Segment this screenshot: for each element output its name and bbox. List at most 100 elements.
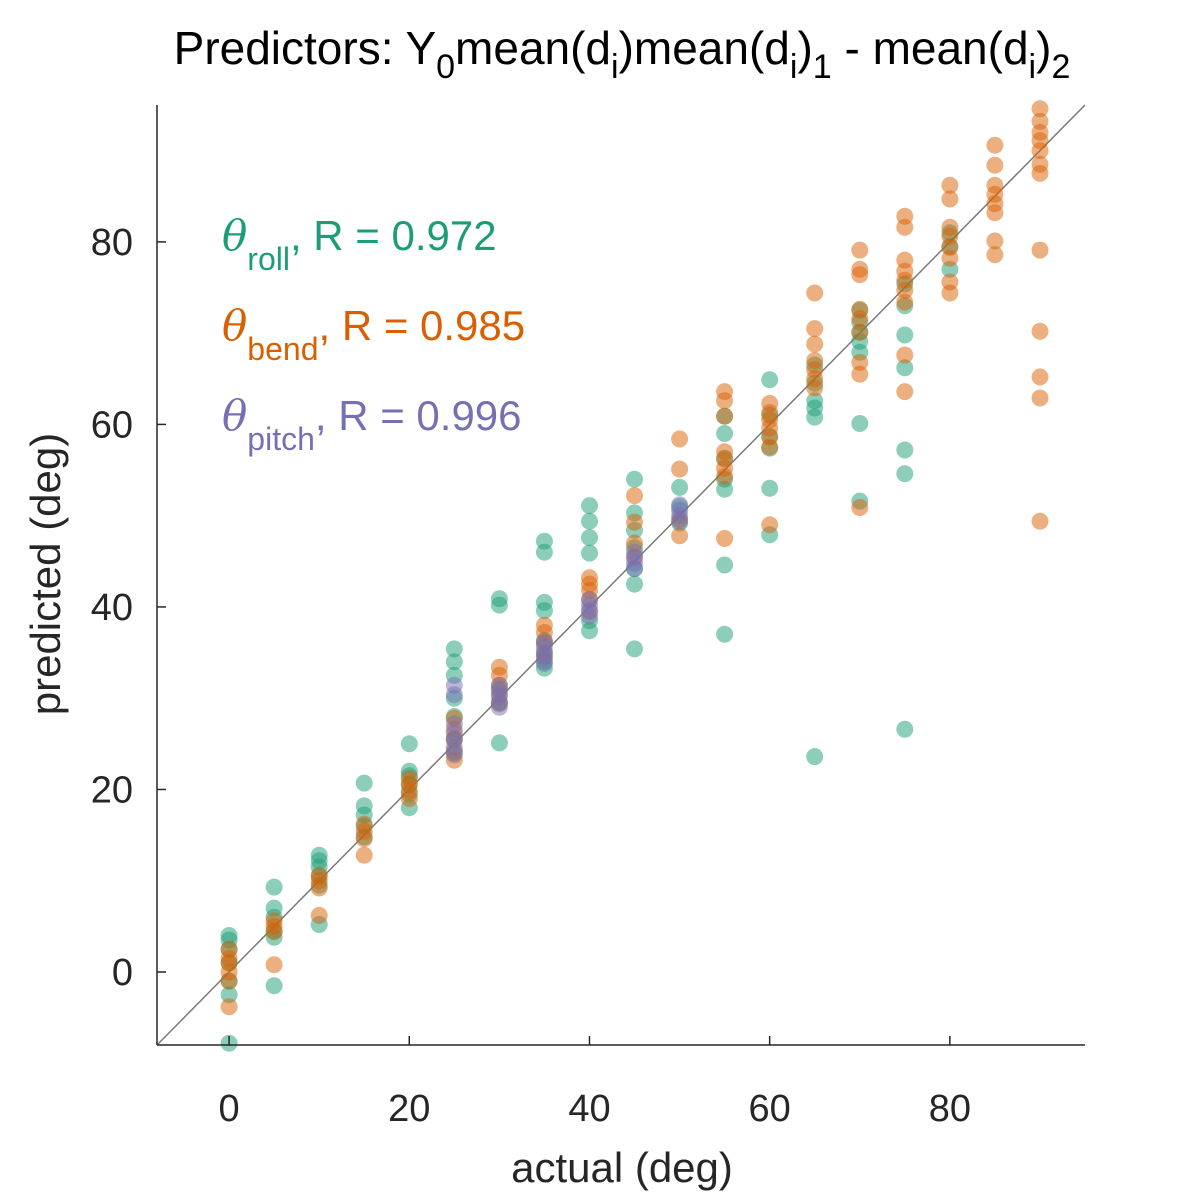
data-point-bend	[851, 260, 869, 278]
plot-area: 0 20 40 60 80 0 20 40 60 80	[91, 100, 1086, 1130]
data-point-roll	[761, 371, 779, 389]
data-point-bend	[265, 956, 283, 974]
data-point-bend	[626, 487, 643, 505]
legend-symbol: θ	[222, 301, 247, 350]
x-tick-label: 0	[219, 1088, 240, 1130]
y-tick-label: 0	[112, 952, 133, 994]
legend-entry-pitch: θpitch, R = 0.996	[222, 391, 522, 457]
data-point-roll	[716, 625, 734, 643]
y-axis-ticks: 0 20 40 60 80	[91, 222, 166, 994]
data-point-bend	[941, 273, 959, 291]
data-point-bend	[716, 530, 734, 547]
data-point-bend	[626, 513, 643, 531]
x-tick-label: 20	[388, 1088, 430, 1130]
chart-title-part: )	[1036, 22, 1051, 74]
data-point-bend	[671, 460, 689, 478]
data-point-bend	[671, 430, 689, 448]
data-point-bend	[1031, 155, 1049, 173]
data-point-bend	[851, 499, 869, 516]
data-point-bend	[986, 136, 1004, 154]
data-point-pitch	[626, 543, 643, 561]
data-point-bend	[986, 156, 1004, 174]
x-tick-label: 40	[568, 1088, 610, 1130]
data-point-roll	[265, 878, 283, 896]
data-point-roll	[355, 797, 373, 815]
data-point-bend	[220, 998, 238, 1016]
data-point-bend	[896, 293, 914, 311]
data-point-bend	[761, 516, 779, 534]
data-point-roll	[716, 556, 734, 574]
data-point-bend	[310, 906, 328, 924]
chart-title-part: )	[797, 22, 812, 74]
legend-subscript: bend	[247, 331, 318, 367]
data-point-bend	[716, 383, 734, 401]
data-point-roll	[581, 529, 598, 547]
data-point-roll	[896, 465, 914, 483]
data-point-bend	[851, 300, 869, 318]
legend-stat: , R = 0.985	[318, 302, 525, 349]
data-point-roll	[581, 512, 598, 530]
legend-stat: , R = 0.972	[290, 212, 497, 259]
y-tick-label: 60	[91, 404, 133, 446]
chart-title-part: Predictors: Y	[174, 22, 436, 74]
data-point-bend	[1031, 322, 1049, 340]
legend-entry-bend: θbend, R = 0.985	[222, 301, 525, 367]
data-point-pitch	[490, 676, 508, 694]
data-point-roll	[626, 575, 643, 593]
chart-title-part: 0	[436, 48, 455, 86]
data-point-bend	[581, 569, 598, 587]
data-point-roll	[355, 774, 373, 792]
data-point-bend	[671, 527, 689, 545]
data-point-bend	[1031, 368, 1049, 386]
data-point-roll	[806, 748, 824, 766]
data-point-bend	[806, 335, 824, 353]
legend-subscript: pitch	[247, 421, 315, 457]
data-point-bend	[490, 658, 508, 676]
data-point-bend	[716, 443, 734, 461]
data-point-bend	[806, 320, 824, 338]
data-point-bend	[941, 176, 959, 194]
data-point-roll	[445, 653, 463, 671]
data-point-roll	[400, 735, 418, 753]
chart-title-part: 1	[813, 48, 832, 86]
legend-symbol: θ	[222, 391, 247, 440]
data-point-roll	[806, 392, 824, 410]
x-axis-ticks: 0 20 40 60 80	[219, 1036, 971, 1130]
data-point-bend	[761, 394, 779, 412]
data-point-bend	[806, 284, 824, 302]
x-tick-label: 80	[929, 1088, 971, 1130]
data-point-roll	[445, 640, 463, 658]
data-point-bend	[896, 207, 914, 225]
data-point-roll	[490, 734, 508, 752]
y-tick-label: 40	[91, 587, 133, 629]
data-point-pitch	[445, 676, 463, 694]
data-point-bend	[986, 246, 1004, 264]
data-point-bend	[941, 218, 959, 236]
data-point-bend	[851, 241, 869, 259]
y-tick-label: 20	[91, 769, 133, 811]
data-point-pitch	[581, 591, 598, 609]
data-point-roll	[626, 640, 643, 658]
data-point-roll	[896, 720, 914, 738]
chart-title-part: i	[790, 48, 798, 86]
chart-title-part: i	[611, 48, 619, 86]
data-point-roll	[671, 478, 689, 496]
data-point-bend	[851, 365, 869, 383]
data-point-roll	[896, 441, 914, 459]
data-point-bend	[896, 383, 914, 401]
data-point-bend	[986, 232, 1004, 250]
data-point-roll	[851, 415, 869, 432]
data-point-bend	[265, 912, 283, 930]
chart-title-part: i	[1029, 48, 1037, 86]
data-point-roll	[220, 927, 238, 944]
chart-title: Predictors: Y0mean(di)mean(di)1 - mean(d…	[174, 22, 1071, 86]
data-point-bend	[1031, 100, 1049, 118]
data-point-bend	[1031, 512, 1049, 530]
data-point-roll	[761, 479, 779, 497]
data-point-bend	[355, 846, 373, 864]
data-point-roll	[626, 470, 643, 488]
data-point-roll	[896, 326, 914, 344]
x-tick-label: 60	[749, 1088, 791, 1130]
legend-subscript: roll	[247, 241, 290, 277]
